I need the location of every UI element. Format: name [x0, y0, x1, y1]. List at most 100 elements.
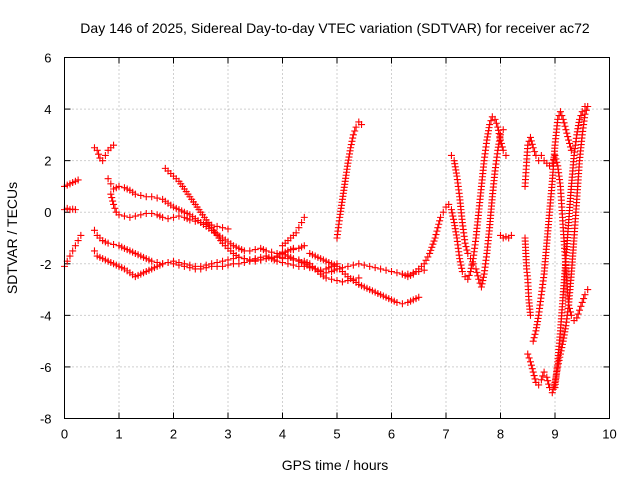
- track-21-point: [562, 126, 570, 134]
- track-10-point: [371, 264, 379, 272]
- track-15-point: [433, 227, 441, 235]
- track-5-point: [115, 182, 123, 190]
- track-10-point: [420, 266, 428, 274]
- track-9-point: [159, 260, 167, 268]
- track-6-point: [186, 216, 194, 224]
- track-19-point: [537, 151, 545, 159]
- track-3-point: [77, 231, 85, 239]
- track-15-point: [428, 243, 436, 251]
- track-13-point: [300, 213, 308, 221]
- track-15-point: [467, 264, 475, 272]
- track-11-point: [289, 255, 297, 263]
- x-axis-label: GPS time / hours: [282, 457, 389, 473]
- track-4-point: [99, 157, 107, 165]
- track-9-point: [202, 264, 210, 272]
- track-15-point: [431, 234, 439, 242]
- track-10-point: [393, 269, 401, 277]
- track-6-point: [148, 210, 156, 218]
- track-4-point: [101, 151, 109, 159]
- track-13-point: [292, 229, 300, 237]
- track-5-point: [300, 242, 308, 250]
- track-19-point: [581, 291, 589, 299]
- track-15-point: [422, 256, 430, 264]
- track-20-point: [544, 377, 552, 385]
- track-21-point: [566, 143, 574, 151]
- y-tick-label: 6: [44, 51, 51, 66]
- track-6-point: [109, 197, 117, 205]
- x-tick-label: 9: [551, 427, 558, 442]
- track-9-point: [268, 255, 276, 263]
- track-15-point: [491, 115, 499, 123]
- track-8-point: [104, 239, 112, 247]
- track-21-point: [558, 112, 566, 120]
- track-16-point: [469, 260, 477, 268]
- x-tick-label: 5: [333, 427, 340, 442]
- track-14-point: [348, 137, 356, 145]
- track-15-point: [434, 224, 442, 232]
- track-15-point: [424, 253, 432, 261]
- track-9-point: [246, 257, 254, 265]
- track-20-point: [529, 368, 537, 376]
- track-15-point: [456, 258, 464, 266]
- track-20-point: [537, 376, 545, 384]
- track-5-point: [107, 180, 115, 188]
- track-6-point: [107, 190, 115, 198]
- track-21-point: [566, 139, 574, 147]
- track-15-point: [448, 209, 456, 217]
- track-10-point: [344, 262, 352, 270]
- track-21-point: [564, 133, 572, 141]
- x-tick-label: 2: [170, 427, 177, 442]
- track-14-point: [349, 131, 357, 139]
- y-tick-label: 0: [44, 205, 51, 220]
- track-11-point: [338, 278, 346, 286]
- x-tick-label: 10: [602, 427, 616, 442]
- track-20-point: [556, 353, 564, 361]
- track-6-point: [170, 213, 177, 221]
- track-21-point: [559, 115, 567, 123]
- track-19-point: [578, 298, 586, 306]
- track-5-point: [131, 190, 139, 198]
- track-16-point: [462, 243, 470, 251]
- track-10-point: [377, 265, 385, 273]
- track-16-point: [447, 151, 455, 159]
- track-11-point: [355, 274, 363, 282]
- track-15-point: [458, 268, 466, 276]
- track-16-point: [472, 265, 480, 273]
- track-21-point: [567, 146, 575, 154]
- track-6-point: [191, 217, 199, 225]
- track-3-point: [71, 242, 79, 250]
- track-22-point: [581, 102, 589, 110]
- track-16-point: [478, 280, 486, 288]
- track-20-point: [524, 350, 532, 358]
- track-8-point: [90, 226, 98, 234]
- track-20-point: [530, 372, 538, 380]
- track-15-point: [449, 212, 457, 220]
- chart-title: Day 146 of 2025, Sidereal Day-to-day VTE…: [80, 20, 590, 36]
- track-6-point: [108, 194, 116, 202]
- track-5-point: [137, 191, 145, 199]
- track-10-point: [382, 266, 390, 274]
- tick-labels: 0 1 2 3 4 5 6 7 8 9 10 -8 -6 -4 -2 0 2 4 6: [40, 51, 617, 442]
- track-20-point: [539, 372, 547, 380]
- track-16-point: [499, 126, 507, 134]
- track-4-point: [93, 146, 101, 154]
- track-15-point: [437, 213, 445, 221]
- track-19-point: [584, 286, 592, 294]
- track-20-point: [540, 368, 548, 376]
- track-15-point: [468, 261, 476, 269]
- track-11-point: [333, 277, 341, 285]
- track-6-point: [137, 211, 145, 219]
- track-19-point: [574, 310, 582, 318]
- track-21-point: [531, 330, 539, 338]
- track-21-point: [556, 108, 564, 116]
- track-9-point: [197, 265, 205, 273]
- track-17-point: [507, 231, 515, 239]
- track-15-point: [436, 217, 444, 225]
- track-9-point: [175, 261, 183, 269]
- track-21-point: [529, 337, 537, 345]
- track-6-point: [115, 211, 123, 219]
- track-9-point: [170, 260, 177, 268]
- plot-frame: [64, 57, 610, 419]
- track-15-point: [426, 249, 434, 257]
- track-15-point: [492, 119, 500, 127]
